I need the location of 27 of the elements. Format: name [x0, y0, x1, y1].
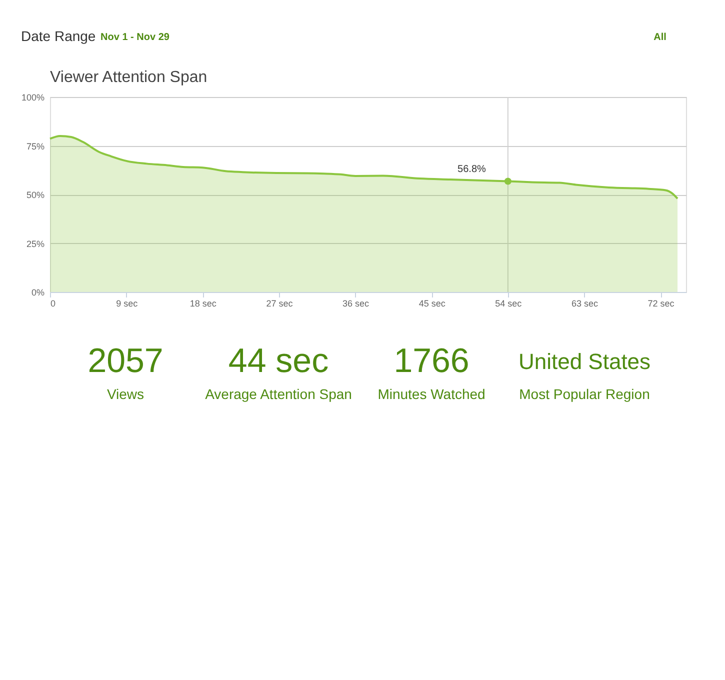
- x-tick-label: 0: [50, 298, 56, 308]
- text: Average Attention Span: [205, 386, 352, 402]
- text: 1766: [394, 342, 470, 380]
- y-tick-label: 100%: [21, 92, 44, 102]
- x-tick-label: 63 sec: [571, 298, 598, 308]
- chart-title: Viewer Attention Span: [50, 69, 208, 86]
- text: United States: [518, 349, 651, 374]
- y-tick-label: 25%: [26, 238, 44, 249]
- x-tick-label: 36 sec: [342, 298, 370, 308]
- x-tick-label: 54 sec: [495, 298, 522, 308]
- text: Nov 1 - Nov 29: [100, 32, 170, 43]
- text: Date Range: [21, 28, 96, 44]
- x-tick-label: 72 sec: [648, 298, 675, 308]
- x-tick-label: 45 sec: [418, 298, 446, 308]
- text: Minutes Watched: [378, 386, 486, 402]
- text: Views: [106, 386, 144, 402]
- text: 44 sec: [228, 342, 329, 380]
- y-tick-label: 75%: [26, 141, 44, 152]
- y-tick-label: 0%: [31, 288, 44, 298]
- text: All: [654, 32, 667, 43]
- text: Most Popular Region: [519, 386, 650, 402]
- y-tick-label: 50%: [26, 190, 44, 200]
- text: 2057: [88, 342, 164, 380]
- x-tick-label: 27 sec: [266, 298, 294, 308]
- annotation: 56.8%: [458, 164, 486, 176]
- x-tick-label: 18 sec: [190, 298, 217, 308]
- x-tick-label: 9 sec: [116, 298, 138, 308]
